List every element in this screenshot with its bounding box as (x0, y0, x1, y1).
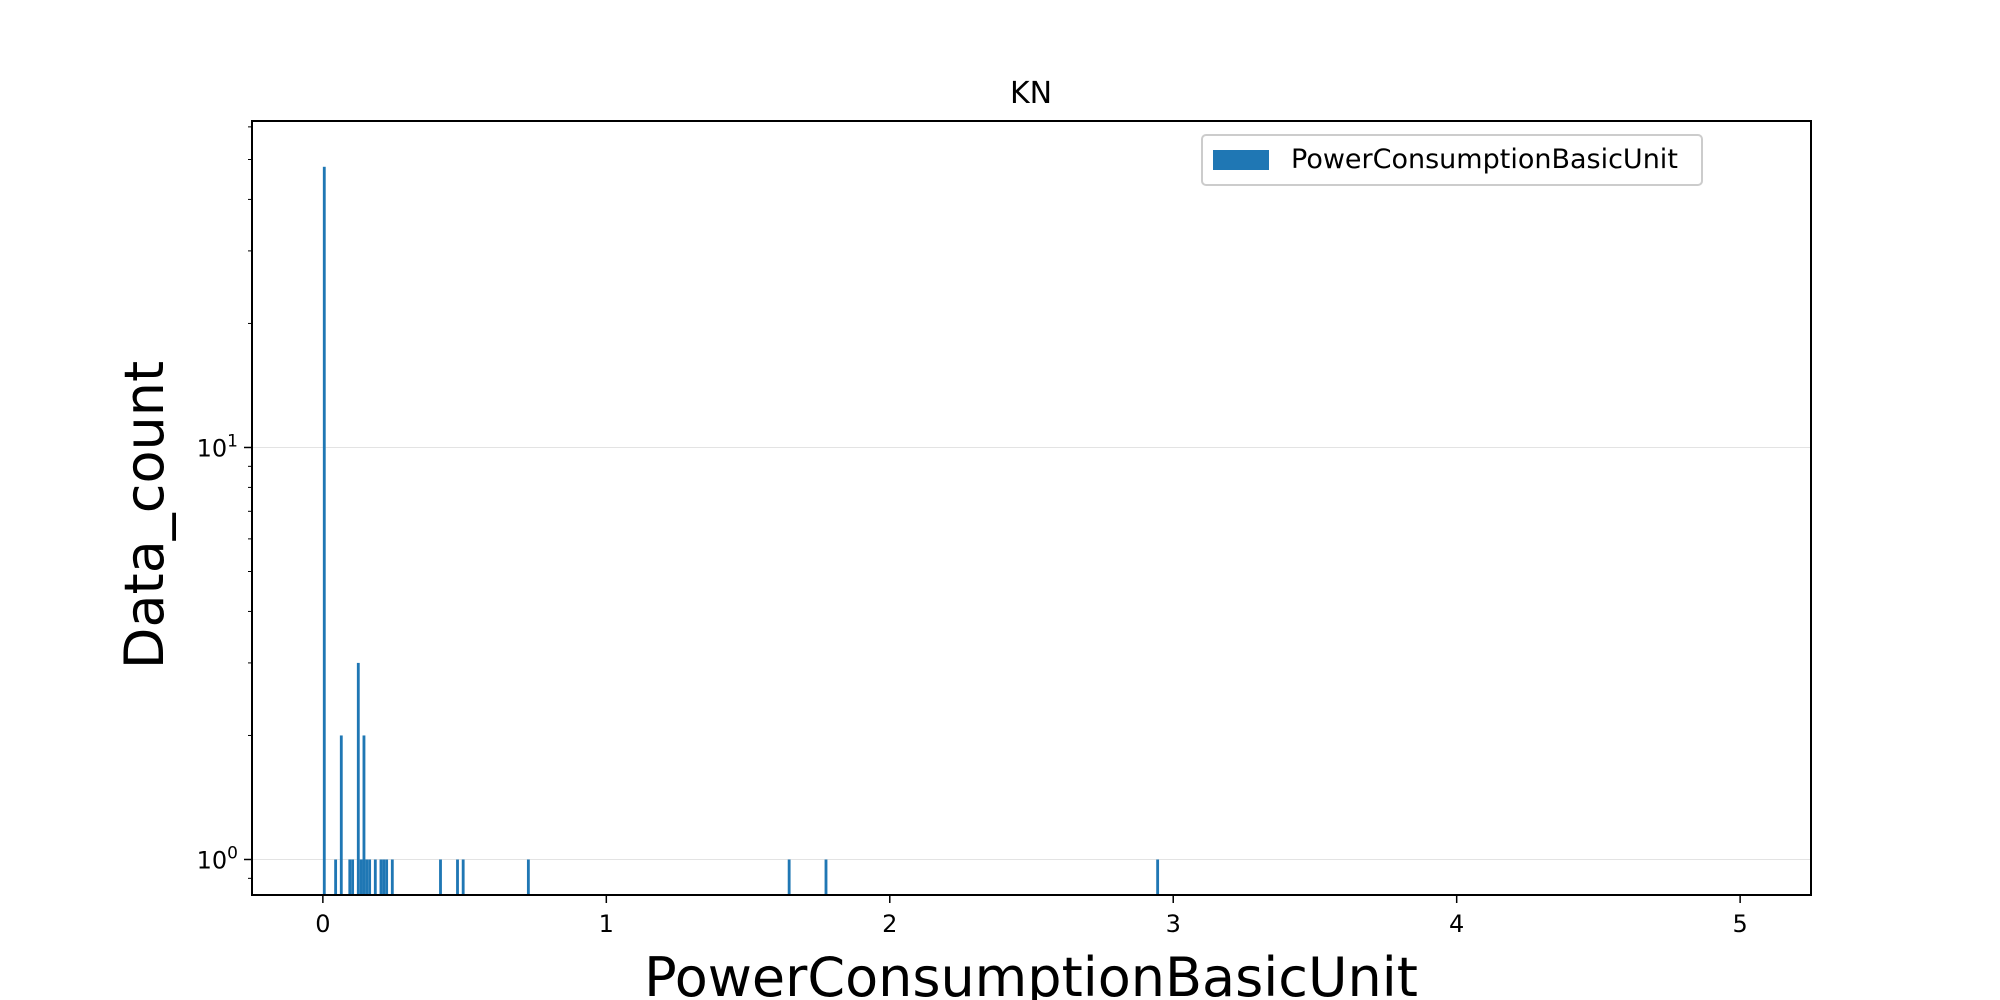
histogram-bar (373, 859, 377, 895)
histogram-bar (1156, 859, 1160, 895)
histogram-bar (439, 859, 442, 895)
legend-swatch (1213, 150, 1269, 170)
y-tick-label: 101 (197, 431, 238, 462)
x-tick-label: 4 (1449, 910, 1464, 938)
y-axis-label: Data_count (113, 361, 176, 669)
histogram-bar (339, 735, 343, 895)
histogram-bar (351, 859, 355, 895)
histogram-bar (379, 859, 383, 895)
x-axis-ticks: 0 1 2 3 4 5 (315, 895, 1748, 938)
y-axis-ticks: 100 101 (197, 126, 252, 879)
histogram-bar (382, 859, 386, 895)
x-tick-label: 1 (599, 910, 614, 938)
histogram-bar (334, 859, 338, 895)
histogram-bar (390, 859, 394, 895)
x-axis-label: PowerConsumptionBasicUnit (644, 946, 1418, 1000)
x-tick-label: 3 (1166, 910, 1181, 938)
histogram-bar (461, 859, 465, 895)
histogram-bar (322, 166, 326, 895)
histogram-bar (456, 859, 459, 895)
legend-frame (1201, 134, 1703, 186)
x-tick-label: 2 (882, 910, 897, 938)
histogram-bar (824, 859, 828, 895)
x-tick-label: 5 (1732, 910, 1747, 938)
y-tick-label: 100 (197, 843, 238, 874)
histogram-bar (787, 859, 791, 895)
histogram-bar (385, 859, 389, 895)
histogram-bar (356, 662, 360, 895)
grid-layer (252, 446, 1811, 860)
chart-title: KN (1010, 76, 1052, 111)
legend: PowerConsumptionBasicUnit (1201, 134, 1703, 186)
plot-frame (251, 120, 1812, 896)
histogram-bar (359, 859, 363, 895)
histogram-bar (348, 859, 352, 895)
histogram-bar (526, 859, 530, 895)
histogram-bar (365, 859, 369, 895)
legend-label: PowerConsumptionBasicUnit (1291, 144, 1678, 175)
x-tick-label: 0 (315, 910, 330, 938)
bars-layer (322, 166, 1160, 895)
histogram-bar (368, 859, 372, 895)
histogram-bar (362, 735, 366, 895)
